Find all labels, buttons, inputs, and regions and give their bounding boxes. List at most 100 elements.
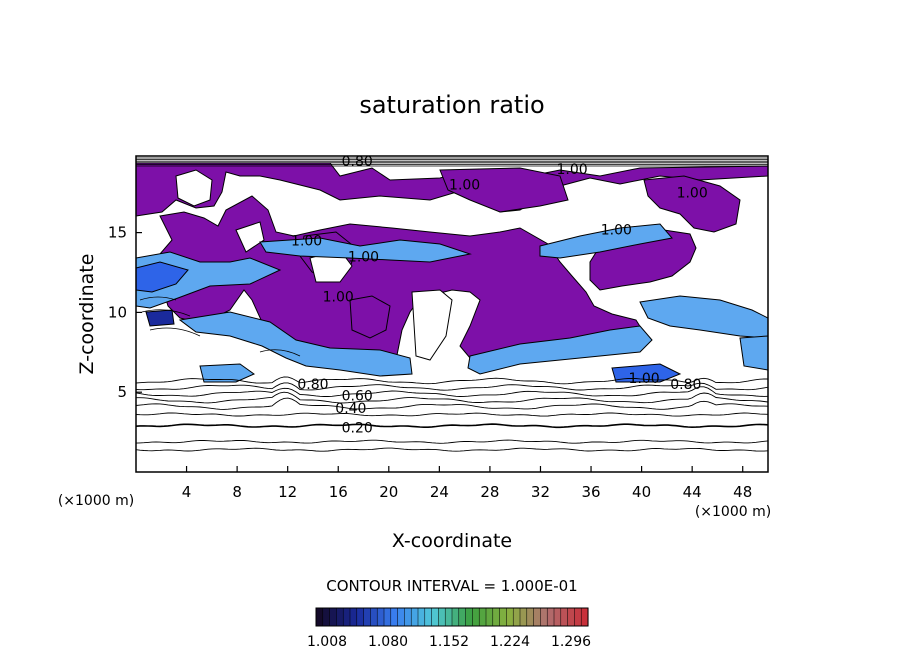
- supersaturation-band: [467, 325, 653, 375]
- contour-value-label: 0.80: [297, 377, 328, 393]
- x-tick-label: 16: [329, 483, 348, 501]
- isoline-layer: [136, 296, 768, 452]
- colorbar-cell: [404, 607, 412, 627]
- x-tick-label: 44: [683, 483, 702, 501]
- colorbar-tick-label: 1.008: [307, 634, 347, 650]
- contour-value-label: 1.00: [629, 371, 660, 387]
- isoline: [136, 412, 768, 417]
- colorbar-cell: [397, 607, 405, 627]
- contour-value-label: 0.40: [335, 401, 366, 417]
- plot-frame: [135, 155, 769, 473]
- x-tick-label: 40: [632, 483, 651, 501]
- x-tick-label: 28: [480, 483, 499, 501]
- colorbar-cell: [540, 607, 548, 627]
- contour-value-label: 1.00: [449, 178, 480, 194]
- supersaturation-band: [639, 295, 768, 339]
- colorbar-cell: [370, 607, 378, 627]
- colorbar-cell: [478, 607, 487, 627]
- y-tick-label: 5: [117, 383, 127, 401]
- colorbar-cell: [567, 607, 575, 627]
- x-tick-label: 12: [278, 483, 297, 501]
- supersaturation-band: [739, 335, 768, 371]
- colorbar-cell: [533, 607, 541, 627]
- isoline: [139, 296, 177, 301]
- saturated-cloud-region: [439, 167, 569, 213]
- colorbar-cell: [472, 607, 480, 627]
- colorbar-cell: [560, 607, 569, 627]
- x-axis: 4 8 12 16 20 24 28 32 36 40 44 48: [182, 466, 752, 501]
- y-axis-label: Z-coordinate: [76, 254, 98, 375]
- isoline: [141, 309, 191, 317]
- isoline: [136, 447, 768, 452]
- colorbar-cell: [329, 607, 337, 627]
- colorbar-cell: [363, 607, 371, 627]
- colorbar-labels: 1.008 1.080 1.152 1.224 1.296: [307, 634, 591, 650]
- contour-label-layer: 0.20 0.400.60 0.80 0.80 1.00 1.00 1.00 1.00 1.00…: [291, 154, 708, 437]
- colorbar-cell: [512, 607, 521, 627]
- x-tick-label: 4: [182, 483, 192, 501]
- colorbar-cell: [553, 607, 562, 627]
- contour-value-label: 1.00: [291, 234, 322, 250]
- supersaturation-band: [259, 237, 472, 263]
- colorbar-frame: [315, 607, 589, 627]
- colorbar-cell: [336, 607, 344, 627]
- isoline: [136, 382, 768, 391]
- x-tick-label: 8: [232, 483, 242, 501]
- saturated-cloud-region: [643, 175, 741, 233]
- isoline: [149, 327, 201, 337]
- y-tick-label: 15: [108, 224, 127, 242]
- colorbar-tick-label: 1.296: [551, 634, 591, 650]
- colorbar-cell: [322, 607, 331, 627]
- x-tick-label: 48: [733, 483, 752, 501]
- colorbar-cell: [349, 607, 358, 627]
- supersaturation-band: [539, 223, 673, 259]
- contour-value-label: 1.00: [677, 186, 708, 202]
- x-tick-label: 24: [430, 483, 449, 501]
- colorbar-cell: [383, 607, 392, 627]
- isoline: [136, 397, 768, 410]
- colorbar-tick-label: 1.224: [490, 634, 530, 650]
- x-tick-label: 20: [379, 483, 398, 501]
- colorbar-cell: [376, 607, 385, 627]
- colorbar-cell: [451, 607, 460, 627]
- isoline: [136, 376, 768, 385]
- contour-value-label: 0.80: [342, 154, 373, 170]
- supersaturation-band: [145, 309, 175, 327]
- colorbar-cell: [410, 607, 419, 627]
- clear-air-region: [411, 289, 453, 361]
- colorbar-cell: [519, 607, 528, 627]
- x-unit-label-right: (×1000 m): [695, 504, 771, 520]
- contour-value-label: 0.80: [670, 377, 701, 393]
- colorbar-cell: [506, 607, 514, 627]
- colorbar-cell: [485, 607, 494, 627]
- contour-value-label: 1.00: [601, 222, 632, 238]
- colorbar-cell: [465, 607, 473, 627]
- colorbar-cell: [574, 607, 582, 627]
- x-unit-label: (×1000 m): [58, 493, 134, 509]
- colorbar-cell: [424, 607, 433, 627]
- colorbar-cell: [580, 607, 589, 627]
- x-tick-label: 32: [531, 483, 550, 501]
- supersaturation-band: [136, 261, 189, 293]
- clear-air-region: [235, 221, 265, 253]
- colorbar-cell: [492, 607, 501, 627]
- contour-value-label: 1.00: [323, 289, 354, 305]
- colorbar-cell: [431, 607, 439, 627]
- colorbar-cell: [438, 607, 446, 627]
- colorbar-cell: [546, 607, 555, 627]
- contour-interval-text: CONTOUR INTERVAL = 1.000E-01: [326, 577, 577, 595]
- contour-value-label: 1.00: [556, 162, 587, 178]
- chart-title: saturation ratio: [359, 91, 544, 119]
- isoline: [136, 386, 768, 397]
- colorbar-cell: [315, 607, 324, 627]
- colorbar-cell: [499, 607, 507, 627]
- contour-value-label: 0.20: [342, 420, 373, 436]
- contour-value-label: 0.60: [342, 388, 373, 404]
- isoline: [259, 349, 301, 357]
- saturated-cloud-region: [349, 295, 391, 339]
- y-axis: 5 10 15: [108, 224, 142, 401]
- colorbar-cell: [417, 607, 426, 627]
- colorbar-cell: [342, 607, 351, 627]
